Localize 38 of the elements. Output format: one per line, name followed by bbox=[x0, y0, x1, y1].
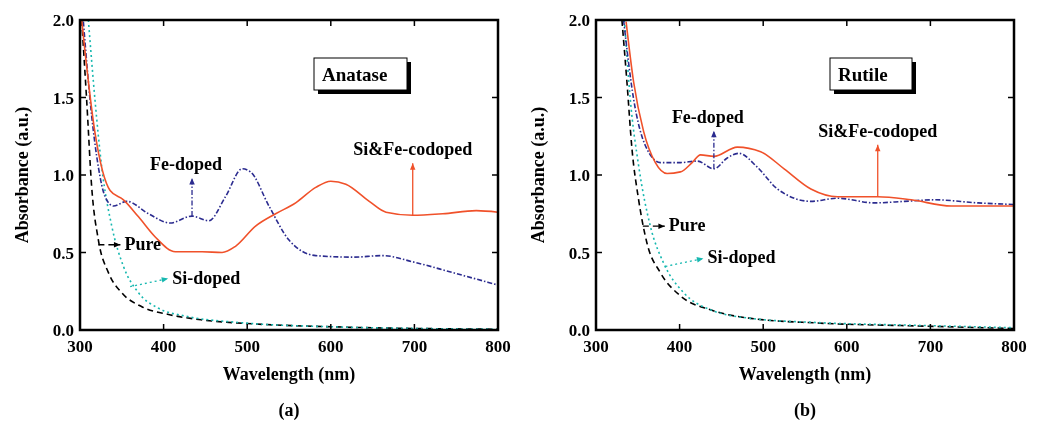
x-axis-title: Wavelength (nm) bbox=[738, 364, 872, 385]
x-tick-label: 400 bbox=[666, 337, 693, 356]
y-tick-label: 2.0 bbox=[52, 11, 74, 30]
x-tick-label: 800 bbox=[485, 337, 511, 356]
annotation: Fe-doped bbox=[150, 154, 223, 175]
annotation: Si&Fe-codoped bbox=[818, 120, 938, 141]
x-tick-label: 500 bbox=[750, 337, 776, 356]
x-tick-label: 600 bbox=[834, 337, 860, 356]
x-tick-label: 800 bbox=[1001, 337, 1027, 356]
annotation: Si&Fe-codoped bbox=[353, 139, 473, 160]
y-tick-label: 1.0 bbox=[568, 166, 590, 185]
x-tick-label: 300 bbox=[67, 337, 93, 356]
y-tick-label: 0.5 bbox=[568, 243, 590, 263]
annotation: Si-doped bbox=[707, 247, 776, 268]
annotation: Pure bbox=[124, 233, 162, 254]
y-tick-label: 1.5 bbox=[568, 88, 590, 108]
x-tick-label: 700 bbox=[401, 337, 428, 356]
annotation: Fe-doped bbox=[671, 106, 744, 127]
x-axis-title: Wavelength (nm) bbox=[222, 364, 356, 385]
y-tick-label: 1.0 bbox=[52, 166, 74, 185]
x-tick-label: 500 bbox=[234, 337, 260, 356]
x-tick-label: 600 bbox=[318, 337, 344, 356]
y-tick-label: 1.5 bbox=[52, 88, 74, 108]
annotation: Rutile bbox=[838, 64, 888, 85]
annotation: Anatase bbox=[322, 64, 388, 85]
text: (b) bbox=[794, 400, 816, 421]
y-tick-label: 2.0 bbox=[568, 11, 590, 30]
annotation: Si-doped bbox=[172, 267, 241, 288]
x-tick-label: 300 bbox=[583, 337, 609, 356]
x-tick-label: 700 bbox=[917, 337, 944, 356]
y-tick-label: 0.0 bbox=[568, 321, 590, 340]
y-tick-label: 0.0 bbox=[52, 321, 74, 340]
x-tick-label: 400 bbox=[150, 337, 177, 356]
annotation: Pure bbox=[668, 215, 706, 236]
y-axis-title: Absorbance (a.u.) bbox=[528, 106, 549, 244]
text: (a) bbox=[278, 400, 300, 421]
y-tick-label: 0.5 bbox=[52, 243, 74, 263]
y-axis-title: Absorbance (a.u.) bbox=[12, 106, 33, 244]
